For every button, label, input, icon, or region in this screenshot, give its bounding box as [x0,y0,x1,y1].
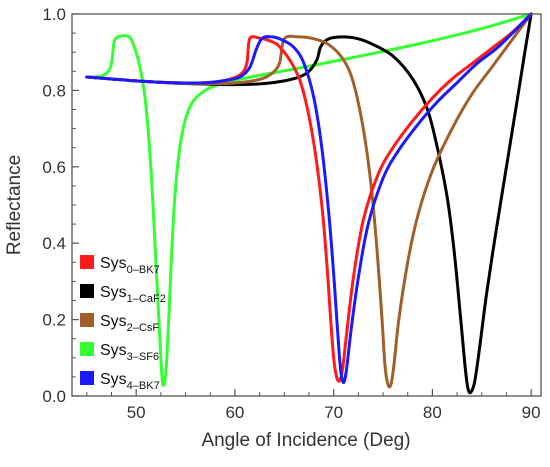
x-tick-label: 50 [127,403,146,422]
curves-layer [85,12,533,395]
legend: Sys0–BK7 Sys1–CaF2 Sys2–CsF Sys3–SF6 Sys4–BK… [80,255,166,392]
series-line-2 [85,12,533,389]
y-tick-label: 1.0 [42,5,66,24]
legend-label-4: Sys4–BK7 [100,371,160,392]
x-tick-label: 80 [423,403,442,422]
legend-label-0: Sys0–BK7 [100,255,160,276]
y-tick-label: 0.2 [42,311,66,330]
x-axis-title: Angle of Incidence (Deg) [201,430,410,451]
y-axis-title: Reflectance [4,155,25,255]
ticks-layer: 50 60 70 80 90 0.0 0.2 0.4 0.6 0.8 1.0 [42,5,540,422]
x-tick-label: 60 [225,403,244,422]
legend-label-1: Sys1–CaF2 [100,284,166,305]
x-tick-label: 90 [522,403,541,422]
y-tick-label: 0.0 [42,387,66,406]
series-line-4 [85,12,533,385]
series-line-1 [85,12,533,395]
y-tick-label: 0.6 [42,158,66,177]
legend-label-2: Sys2–CsF [100,313,159,334]
series-line-0 [85,12,533,383]
legend-swatch-1 [80,284,94,298]
y-tick-label: 0.4 [42,234,66,253]
legend-swatch-3 [80,342,94,356]
legend-swatch-2 [80,313,94,327]
legend-swatch-4 [80,371,94,385]
legend-label-3: Sys3–SF6 [100,342,159,363]
x-tick-label: 70 [324,403,343,422]
y-tick-label: 0.8 [42,81,66,100]
legend-swatch-0 [80,255,94,269]
